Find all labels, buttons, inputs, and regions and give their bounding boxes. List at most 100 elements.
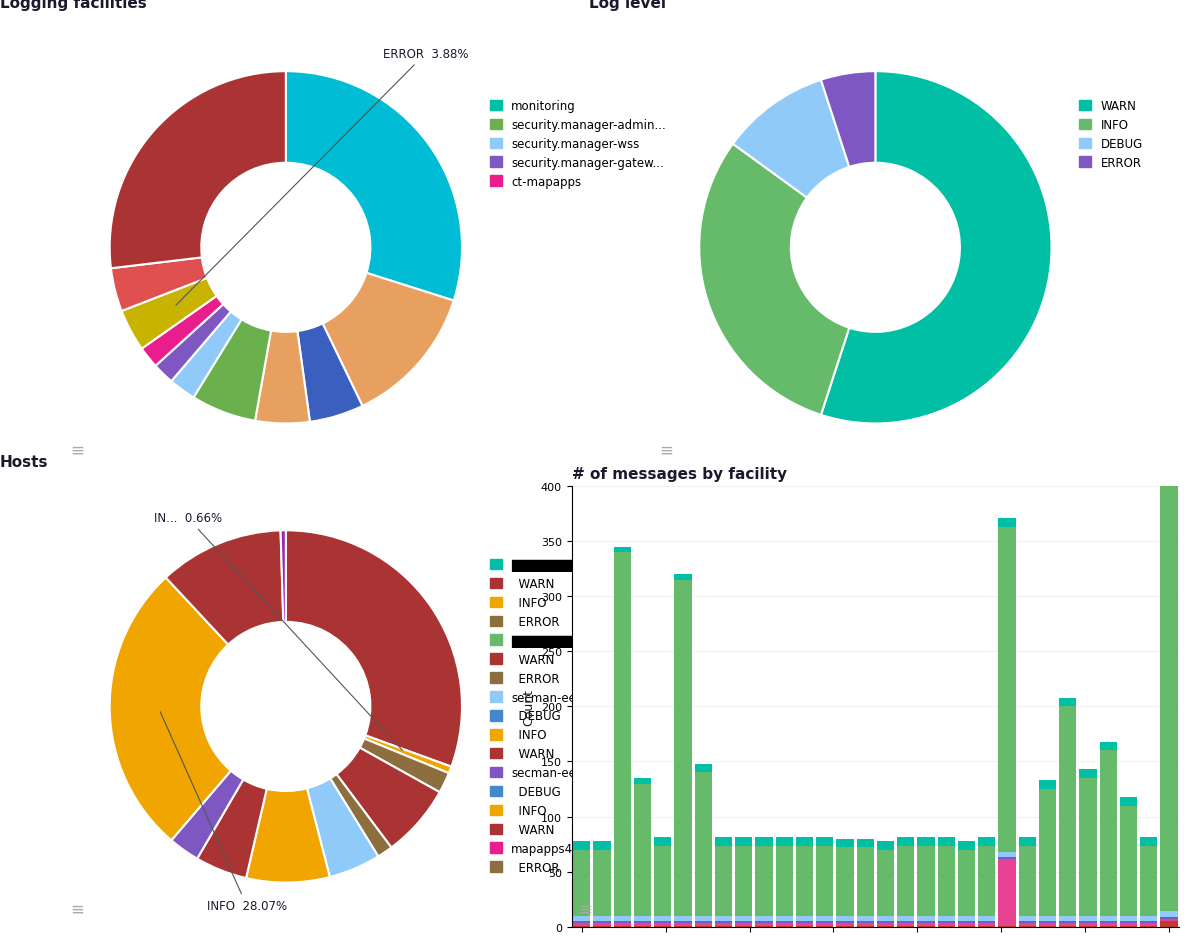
Bar: [735, 921, 753, 923]
Bar: [917, 926, 935, 927]
Bar: [1099, 923, 1117, 926]
Bar: [775, 838, 793, 846]
Bar: [674, 926, 692, 927]
Bar: [1160, 921, 1178, 927]
Wedge shape: [732, 80, 849, 198]
Bar: [1039, 781, 1056, 789]
Text: Logging facilities: Logging facilities: [0, 0, 146, 11]
Wedge shape: [172, 313, 242, 398]
Bar: [877, 926, 894, 927]
Bar: [958, 915, 975, 921]
Bar: [674, 575, 692, 580]
Legend: █████████████,   WARN,   INFO,   ERROR, █████████████,   WARN,   ERROR, secman-e: █████████████, WARN, INFO, ERROR, ██████…: [490, 559, 643, 873]
Bar: [1140, 838, 1158, 846]
Text: Hosts: Hosts: [0, 455, 48, 470]
Bar: [613, 926, 631, 927]
Bar: [937, 926, 955, 927]
Wedge shape: [156, 305, 231, 382]
Wedge shape: [110, 578, 231, 841]
Bar: [1120, 915, 1137, 921]
Bar: [613, 915, 631, 921]
Bar: [877, 923, 894, 926]
Bar: [1059, 698, 1077, 707]
Text: Log level: Log level: [590, 0, 666, 11]
Bar: [978, 838, 996, 846]
Bar: [917, 915, 935, 921]
Bar: [816, 846, 834, 915]
Bar: [674, 915, 692, 921]
Bar: [674, 923, 692, 926]
Bar: [654, 838, 672, 846]
Bar: [573, 921, 591, 923]
Text: ≡: ≡: [70, 899, 83, 918]
Bar: [897, 926, 915, 927]
Bar: [1079, 915, 1097, 921]
Bar: [715, 846, 732, 915]
Bar: [775, 921, 793, 923]
Bar: [593, 926, 611, 927]
Bar: [897, 915, 915, 921]
Bar: [816, 926, 834, 927]
Wedge shape: [298, 324, 362, 422]
Bar: [937, 923, 955, 926]
Bar: [654, 926, 672, 927]
Bar: [775, 923, 793, 926]
Bar: [978, 926, 996, 927]
Bar: [917, 923, 935, 926]
Bar: [755, 926, 773, 927]
Bar: [1099, 926, 1117, 927]
Text: ≡: ≡: [660, 441, 673, 460]
Bar: [755, 838, 773, 846]
Bar: [836, 921, 854, 923]
Wedge shape: [286, 72, 462, 301]
Bar: [573, 923, 591, 926]
Bar: [1120, 921, 1137, 923]
Bar: [634, 923, 651, 926]
Bar: [877, 921, 894, 923]
Text: ERROR  3.88%: ERROR 3.88%: [176, 48, 468, 306]
Bar: [1039, 926, 1056, 927]
Bar: [735, 926, 753, 927]
Bar: [998, 527, 1016, 852]
Bar: [613, 548, 631, 552]
Bar: [856, 847, 874, 915]
Bar: [836, 926, 854, 927]
Bar: [694, 923, 712, 926]
Bar: [917, 846, 935, 915]
Bar: [1059, 915, 1077, 921]
Bar: [877, 915, 894, 921]
Bar: [1160, 916, 1178, 919]
Wedge shape: [255, 331, 310, 424]
Wedge shape: [166, 531, 283, 645]
Bar: [735, 838, 753, 846]
Bar: [1079, 923, 1097, 926]
Bar: [816, 921, 834, 923]
Bar: [613, 921, 631, 923]
Bar: [674, 580, 692, 915]
Bar: [1059, 923, 1077, 926]
Wedge shape: [142, 297, 223, 366]
Bar: [775, 915, 793, 921]
Legend: WARN, INFO, DEBUG, ERROR: WARN, INFO, DEBUG, ERROR: [1079, 100, 1143, 169]
Bar: [634, 915, 651, 921]
Bar: [1140, 846, 1158, 915]
Bar: [593, 921, 611, 923]
Bar: [755, 846, 773, 915]
Bar: [1160, 912, 1178, 916]
Bar: [715, 915, 732, 921]
Bar: [796, 915, 813, 921]
Bar: [573, 841, 591, 850]
Bar: [1079, 926, 1097, 927]
Bar: [634, 926, 651, 927]
Bar: [958, 926, 975, 927]
Bar: [1140, 926, 1158, 927]
Bar: [1059, 926, 1077, 927]
Wedge shape: [307, 779, 379, 877]
Bar: [573, 915, 591, 921]
Bar: [735, 923, 753, 926]
Bar: [1099, 742, 1117, 751]
Bar: [998, 857, 1016, 859]
Legend: monitoring, security.manager-admin..., security.manager-wss, security.manager-ga: monitoring, security.manager-admin..., s…: [490, 100, 666, 188]
Bar: [998, 519, 1016, 527]
Bar: [694, 921, 712, 923]
